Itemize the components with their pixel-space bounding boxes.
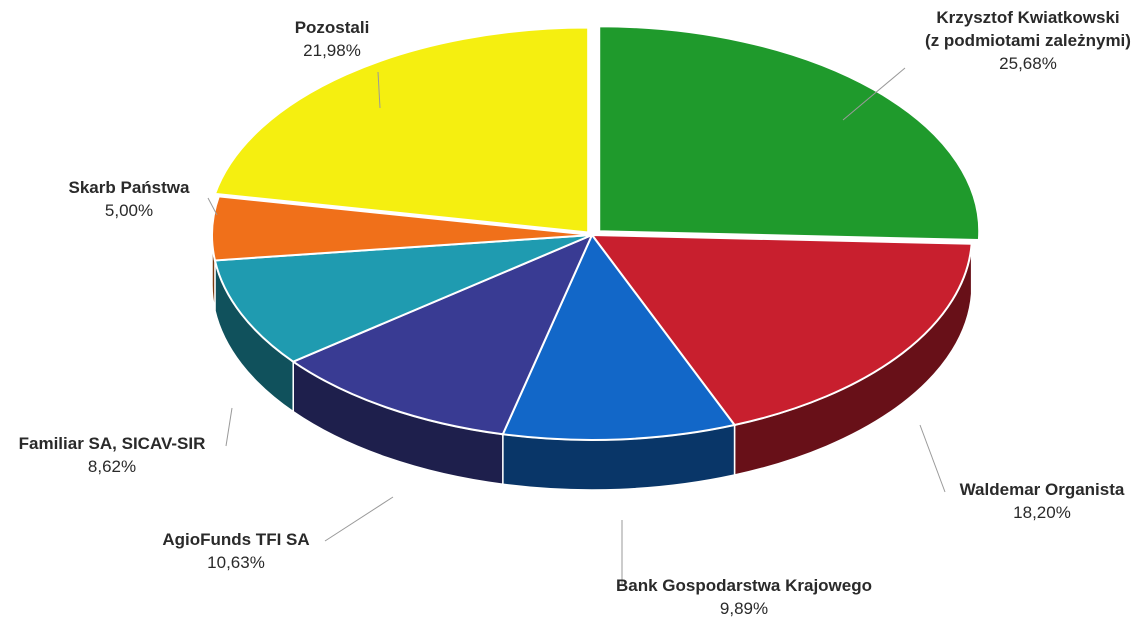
slice-name: Waldemar Organista <box>959 480 1125 499</box>
pie-slice-bank-gospodarstwa-krajowego <box>501 233 737 441</box>
slice-value: 21,98% <box>303 41 361 60</box>
slice-value: 10,63% <box>207 553 265 572</box>
leader-lines <box>207 67 946 585</box>
slice-label-familiar-sicav-sir: Familiar SA, SICAV-SIR 8,62% <box>2 432 222 478</box>
leader-line-agiofunds-tfi <box>324 496 394 542</box>
slice-label-krzysztof-kwiatkowski: Krzysztof Kwiatkowski (z podmiotami zale… <box>908 6 1148 75</box>
pie-slice-familiar-sicav-sir <box>213 234 593 363</box>
pie-slice-krzysztof-kwiatkowski <box>598 25 981 242</box>
leader-line-krzysztof-kwiatkowski <box>842 67 906 121</box>
leader-line-familiar-sicav-sir <box>225 407 233 447</box>
slice-label-agiofunds-tfi: AgioFunds TFI SA 10,63% <box>146 528 326 574</box>
slice-name: Pozostali <box>294 18 370 37</box>
slice-value: 9,89% <box>719 599 769 618</box>
slice-name-line2: (z podmiotami zależnymi) <box>925 31 1131 50</box>
leader-line-skarb-panstwa <box>207 197 218 216</box>
slice-label-pozostali: Pozostali 21,98% <box>262 16 402 62</box>
slice-name: Skarb Państwa <box>68 178 190 197</box>
slice-value: 18,20% <box>1013 503 1071 522</box>
pie-slice-pozostali <box>213 26 590 234</box>
leader-line-waldemar-organista <box>919 424 946 493</box>
slice-label-bank-gospodarstwa-krajowego: Bank Gospodarstwa Krajowego 9,89% <box>594 574 894 620</box>
slice-label-waldemar-organista: Waldemar Organista 18,20% <box>942 478 1142 524</box>
pie-slice-waldemar-organista <box>589 233 973 427</box>
pie-side-layer <box>211 231 980 491</box>
slice-name: Familiar SA, SICAV-SIR <box>18 434 206 453</box>
pie-top-layer <box>211 25 981 441</box>
leader-line-pozostali <box>377 71 381 109</box>
slice-label-skarb-panstwa: Skarb Państwa 5,00% <box>44 176 214 222</box>
slice-name: AgioFunds TFI SA <box>162 530 310 549</box>
pie-slice-agiofunds-tfi <box>291 233 594 436</box>
slice-value: 5,00% <box>104 201 154 220</box>
pie-slice-skarb-panstwa <box>211 195 593 262</box>
slice-name: Bank Gospodarstwa Krajowego <box>616 576 872 595</box>
slice-value: 25,68% <box>999 54 1057 73</box>
slice-name: Krzysztof Kwiatkowski <box>936 8 1120 27</box>
slice-value: 8,62% <box>87 457 137 476</box>
